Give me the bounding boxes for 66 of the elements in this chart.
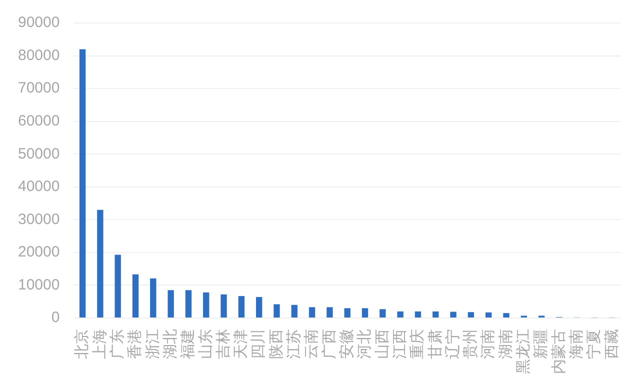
x-tick-label: 西藏	[603, 329, 620, 359]
y-tick-label: 20000	[18, 244, 60, 261]
x-tick-label: 安徽	[338, 329, 356, 359]
x-tick-label: 陕西	[268, 329, 285, 359]
bar	[203, 292, 210, 318]
y-tick-label: 60000	[18, 112, 60, 130]
x-tick-label: 湖北	[162, 329, 179, 359]
x-tick-label: 天津	[232, 329, 250, 359]
x-tick-label: 河南	[480, 329, 497, 359]
x-tick-label: 广西	[320, 329, 338, 359]
bar	[274, 304, 280, 318]
bar	[220, 294, 227, 318]
x-tick-label: 香港	[126, 329, 144, 359]
x-tick-label: 山东	[197, 329, 214, 359]
bar	[185, 290, 192, 318]
y-tick-label: 40000	[18, 178, 60, 196]
x-tick-label: 贵州	[462, 329, 480, 359]
y-tick-label: 10000	[18, 276, 60, 294]
x-tick-label: 江苏	[286, 329, 303, 359]
bar	[503, 313, 510, 318]
x-tick-label: 云南	[303, 329, 320, 359]
bar	[308, 307, 316, 318]
x-tick-label: 广东	[108, 329, 126, 359]
bar	[97, 210, 104, 318]
x-tick-label: 内蒙古	[550, 329, 568, 374]
y-tick-label: 0	[51, 309, 60, 326]
bar	[114, 254, 121, 318]
x-tick-label: 福建	[180, 329, 197, 359]
bar	[256, 297, 262, 318]
y-tick-label: 50000	[18, 145, 60, 162]
bar	[468, 312, 474, 318]
bar	[238, 296, 245, 318]
y-tick-label: 80000	[18, 46, 60, 64]
x-tick-label: 北京	[74, 329, 91, 359]
bar	[150, 278, 156, 318]
bar	[486, 312, 492, 318]
x-tick-label: 辽宁	[444, 329, 462, 359]
bar	[168, 290, 174, 318]
y-tick-label: 30000	[18, 210, 60, 228]
y-tick-label: 70000	[18, 80, 60, 97]
x-tick-label: 湖南	[497, 329, 514, 359]
bar	[432, 311, 439, 318]
x-tick-label: 宁夏	[586, 329, 603, 359]
x-tick-label: 重庆	[409, 329, 426, 359]
x-tick-label: 新疆	[532, 329, 550, 359]
x-tick-label: 甘肃	[426, 329, 444, 359]
bar	[380, 309, 386, 318]
x-tick-label: 上海	[91, 329, 108, 359]
x-tick-label: 海南	[568, 329, 586, 359]
x-tick-label: 山西	[374, 329, 391, 359]
bar	[397, 311, 404, 318]
bar	[414, 311, 422, 318]
bar	[132, 274, 139, 318]
bar	[79, 49, 86, 318]
bar	[291, 304, 298, 318]
x-tick-label: 江西	[391, 329, 408, 359]
bar	[450, 312, 456, 318]
bar	[344, 308, 350, 318]
x-tick-label: 吉林	[214, 329, 232, 359]
bar	[326, 307, 333, 318]
x-tick-label: 黑龙江	[515, 329, 532, 374]
x-tick-label: 四川	[250, 329, 268, 359]
bar	[362, 308, 368, 318]
y-tick-label: 90000	[18, 14, 60, 32]
x-tick-label: 河北	[356, 329, 374, 359]
x-tick-label: 浙江	[144, 329, 162, 359]
